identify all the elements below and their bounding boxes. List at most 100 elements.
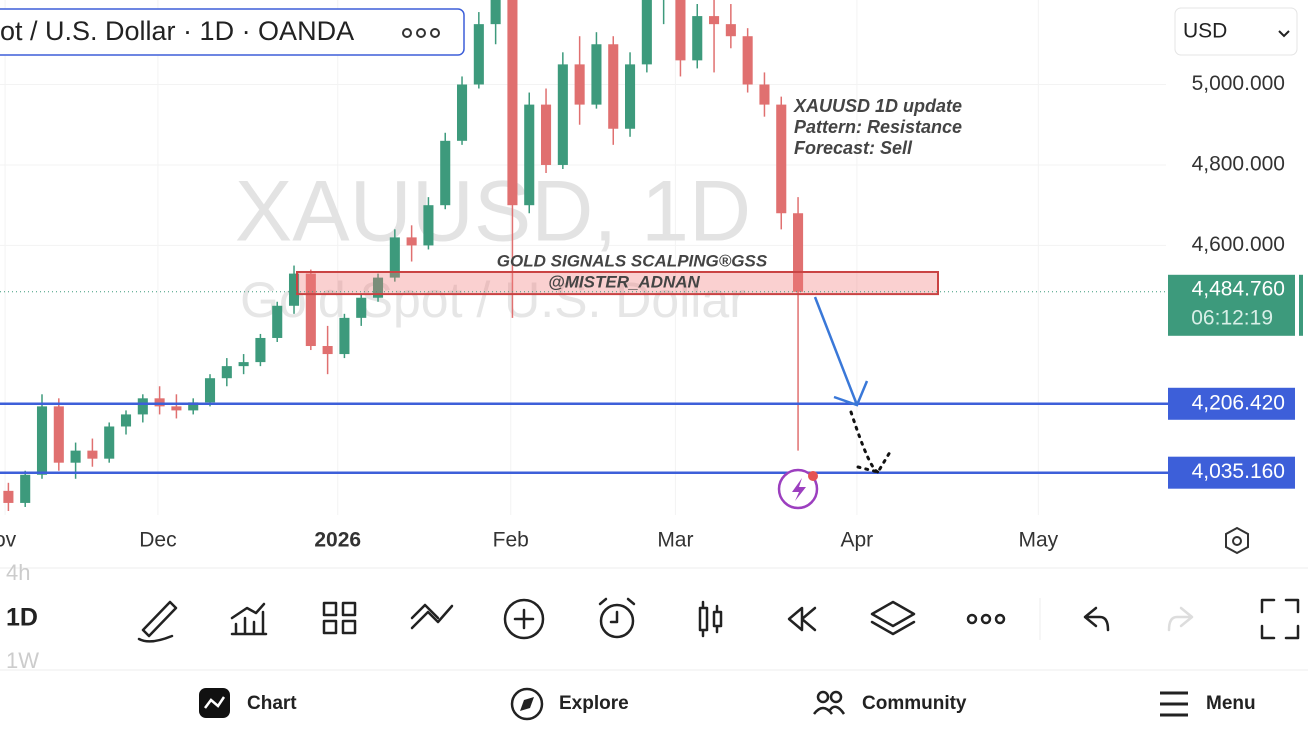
community-icon[interactable]	[813, 690, 846, 715]
compare[interactable]	[410, 603, 454, 630]
candle-body	[625, 64, 636, 129]
candle-body	[322, 346, 333, 355]
candle-body	[171, 406, 182, 411]
candle-body	[793, 213, 804, 292]
interval-active[interactable]: 1D	[6, 604, 38, 632]
more-icon[interactable]	[402, 28, 440, 38]
nav-item[interactable]: Menu	[1206, 693, 1256, 714]
candle-body	[356, 297, 367, 318]
x-tick-label: May	[1018, 529, 1058, 552]
candle-body	[3, 490, 14, 503]
candle-body	[288, 273, 300, 306]
dotted-arrow	[849, 410, 892, 474]
last-price-badge	[1168, 274, 1295, 336]
symbol-text[interactable]: ot / U.S. Dollar · 1D · OANDA	[0, 16, 354, 46]
candle-body	[540, 104, 552, 165]
objects[interactable]	[870, 600, 916, 636]
candle-body	[406, 237, 417, 246]
level-label: 4,035.160	[1192, 460, 1285, 483]
candle-body	[692, 16, 703, 61]
redo[interactable]	[1167, 606, 1194, 632]
compass	[520, 697, 534, 711]
candle-body	[709, 16, 720, 25]
candle-body	[137, 398, 148, 415]
candle-body	[70, 450, 81, 463]
candle-body	[507, 0, 518, 206]
candle-body	[53, 406, 64, 463]
y-tick-label: 4,600.000	[1192, 233, 1285, 256]
bolt	[792, 478, 806, 501]
candle-body	[120, 414, 132, 427]
candle-body	[305, 273, 316, 347]
candle-body	[675, 0, 686, 61]
candle-body	[557, 64, 568, 165]
candle-body	[641, 0, 652, 65]
x-tick-label: Dec	[139, 529, 176, 552]
candle-body	[87, 450, 98, 459]
settings-icon[interactable]	[1225, 526, 1249, 555]
layouts[interactable]	[322, 601, 357, 635]
candle-body	[759, 84, 770, 105]
fullscreen[interactable]	[1260, 598, 1300, 640]
annotation-line: Pattern: Resistance	[794, 117, 962, 137]
nav-item[interactable]: Chart	[247, 693, 297, 714]
watermark-symbol: XAUUSD, 1D	[235, 164, 751, 260]
level-badge	[1168, 387, 1295, 420]
candle-body	[188, 402, 199, 411]
draw-tool[interactable]	[137, 600, 178, 643]
add[interactable]	[503, 598, 545, 640]
candles	[3, 0, 804, 511]
candle-body	[742, 36, 753, 85]
overlay: GOLD SIGNALS SCALPING®GSS @MISTER_ADNAN	[0, 251, 1168, 474]
candle-body	[104, 426, 115, 459]
countdown: 06:12:19	[1191, 306, 1273, 329]
x-tick-label: ov	[0, 529, 17, 552]
chart-icon-line	[204, 696, 226, 709]
zone-label: @MISTER_ADNAN	[548, 272, 700, 291]
badge	[808, 471, 818, 481]
level-badge	[1168, 456, 1295, 489]
candle-body	[423, 205, 434, 246]
candle-body	[154, 398, 165, 407]
explore-icon[interactable]	[510, 687, 544, 721]
x-tick-label: Mar	[657, 529, 693, 552]
symbol-box[interactable]	[0, 8, 465, 56]
interval[interactable]: 4h	[6, 560, 30, 585]
x-tick-label: Feb	[493, 529, 529, 552]
candle-body	[339, 317, 350, 355]
watermark-name: Gold Spot / U.S. Dollar	[240, 272, 746, 328]
y-tick-label: 5,000.000	[1192, 72, 1285, 95]
candle-body	[591, 44, 602, 105]
annotation-line: XAUUSD 1D update	[793, 96, 962, 116]
alert[interactable]	[599, 603, 635, 639]
candle-body	[456, 84, 468, 141]
x-axis: ov Dec 2026 Feb Mar Apr May	[0, 529, 1059, 552]
candle-body	[725, 24, 736, 37]
undo[interactable]	[1083, 606, 1110, 632]
candle-body	[20, 474, 31, 503]
x-tick-label: 2026	[314, 529, 361, 552]
alert-hands	[598, 597, 636, 624]
indicators[interactable]	[230, 602, 268, 636]
chevron	[1278, 30, 1290, 38]
nav-item[interactable]: Community	[862, 693, 967, 714]
candle-body	[524, 104, 535, 206]
candle-body	[389, 237, 400, 278]
annotation: XAUUSD 1D update Pattern: Resistance For…	[793, 96, 962, 158]
candle-body	[574, 64, 585, 105]
interval[interactable]: 1W	[6, 648, 39, 673]
replay[interactable]	[787, 606, 817, 632]
currency[interactable]: USD	[1183, 20, 1227, 43]
last-price-label: 4,484.760	[1192, 277, 1285, 300]
candle-body	[255, 337, 266, 363]
add-plus	[513, 608, 535, 630]
candle-body	[372, 277, 384, 298]
candle-body	[440, 140, 451, 206]
resistance-zone	[296, 270, 939, 296]
nav-item[interactable]: Explore	[559, 693, 629, 714]
menu-icon[interactable]	[1160, 691, 1188, 717]
currency-select[interactable]	[1174, 7, 1298, 56]
candle-style[interactable]	[698, 600, 723, 638]
